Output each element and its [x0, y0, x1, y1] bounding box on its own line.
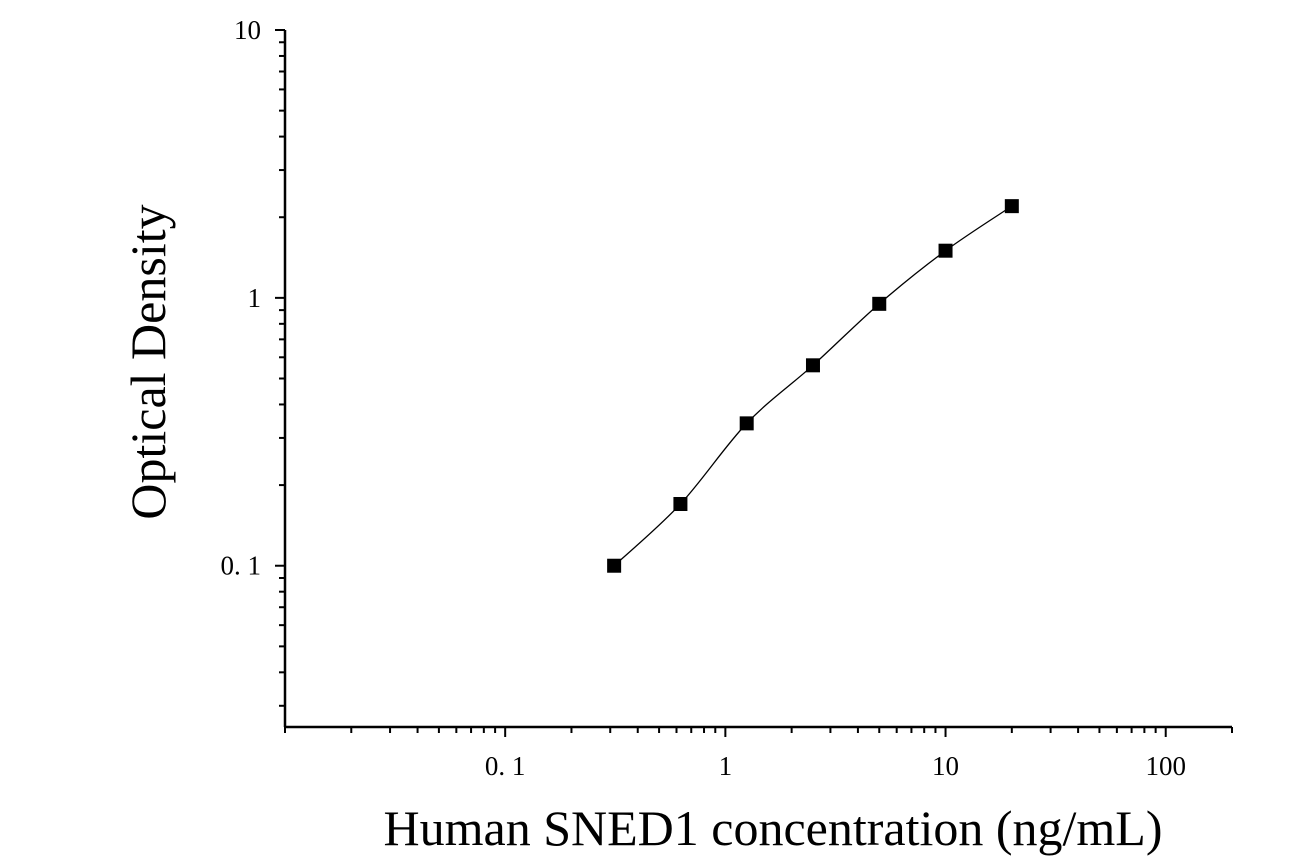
data-point	[607, 558, 622, 573]
x-tick-label: 0. 1	[485, 751, 526, 781]
y-tick-label: 1	[248, 283, 262, 313]
x-tick-label: 1	[719, 751, 733, 781]
x-axis-title: Human SNED1 concentration (ng/mL)	[384, 800, 1163, 856]
x-tick-label: 100	[1145, 751, 1186, 781]
x-tick-label: 10	[932, 751, 959, 781]
data-point	[739, 416, 754, 431]
axes: 0. 1 1 10 100 0. 1 1 10	[221, 15, 1233, 781]
data-points	[607, 199, 1019, 573]
data-point	[673, 497, 688, 512]
fit-curve-group	[613, 205, 1013, 567]
data-point	[805, 358, 820, 373]
data-point	[872, 296, 887, 311]
y-axis-title: Optical Density	[120, 204, 176, 519]
fit-curve	[613, 205, 1013, 567]
data-point	[1004, 199, 1019, 214]
y-tick-label: 10	[234, 15, 261, 45]
y-tick-label: 0. 1	[221, 551, 262, 581]
data-point	[938, 243, 953, 258]
